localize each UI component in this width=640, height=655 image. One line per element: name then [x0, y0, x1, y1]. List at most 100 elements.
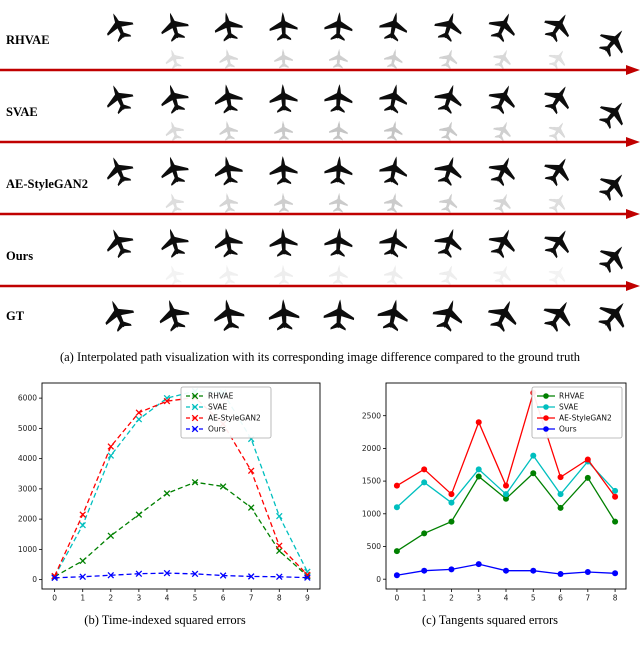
plane-image: [215, 227, 244, 257]
interp-step-cell: [585, 8, 640, 57]
diff-step-cell: [421, 118, 476, 144]
diff-step-cell: [256, 118, 311, 144]
interp-step-cell: [92, 152, 147, 190]
plane-image: [269, 227, 298, 257]
panel-a-interpolation-grid: RHVAE SVAE AE-StyleGAN2 Ours GT: [0, 8, 640, 335]
interp-step-cell: [585, 224, 640, 273]
interp-step-cell: [421, 8, 476, 46]
chart-c-canvas: 0 1 2 3 4 5 6 7 8 0 500 1000 1500 2000 2500 RHVAE SVAE AE…: [348, 377, 632, 607]
diff-step-cell: [421, 46, 476, 72]
diff-step-cell: [311, 190, 366, 216]
interp-step-cell: [476, 297, 531, 335]
row-cells: [92, 80, 640, 144]
interp-step-cell: [202, 152, 257, 190]
svg-text:8: 8: [277, 594, 282, 603]
diff-step-cell: [92, 118, 147, 144]
difference-image: [493, 193, 512, 213]
difference-image: [329, 264, 348, 285]
diff-step-cell: [366, 46, 421, 72]
interp-step-cell: [256, 224, 311, 262]
plane-image: [598, 174, 624, 201]
plane-image: [324, 227, 353, 257]
interp-step-cell: [530, 297, 585, 335]
plane-image: [161, 12, 189, 42]
interp-step-cell: [585, 80, 640, 129]
interpolation-row-ours: Ours: [0, 220, 640, 292]
row-label: SVAE: [6, 104, 38, 119]
svg-text:1: 1: [422, 594, 427, 603]
interp-step-cell: [92, 224, 147, 262]
plane-image: [489, 229, 516, 258]
interp-step-cell: [366, 80, 421, 118]
diff-step-cell: [256, 190, 311, 216]
svg-text:6: 6: [221, 594, 226, 603]
chart-b-canvas: 0 1 2 3 4 5 6 7 8 9 0 1000 2000 3000 4000 5000 6000 RHVAE…: [4, 377, 326, 607]
interp-step-cell: [256, 297, 311, 335]
diff-step-cell: [421, 262, 476, 288]
interp-step-cell: [256, 80, 311, 118]
svg-text:RHVAE: RHVAE: [559, 392, 585, 401]
difference-image: [165, 264, 184, 285]
interp-step-cell: [147, 297, 202, 335]
plane-image: [377, 299, 409, 332]
difference-image: [219, 264, 239, 285]
interp-step-cell: [92, 8, 147, 46]
svg-text:AE-StyleGAN2: AE-StyleGAN2: [208, 414, 261, 423]
plane-image: [598, 30, 624, 57]
difference-image: [329, 192, 348, 213]
difference-image: [383, 264, 403, 285]
difference-image: [548, 265, 566, 285]
difference-image: [438, 120, 457, 141]
difference-image: [383, 48, 403, 69]
diff-step-cell: [366, 262, 421, 288]
plane-image: [105, 300, 135, 332]
svg-text:RHVAE: RHVAE: [208, 392, 234, 401]
plane-image: [215, 155, 244, 185]
diff-step-cell: [530, 190, 585, 216]
interp-step-cell: [147, 80, 202, 118]
interp-step-cell: [366, 152, 421, 190]
difference-image: [274, 48, 294, 68]
difference-image: [493, 265, 512, 285]
svg-text:6: 6: [558, 594, 563, 603]
interp-step-cell: [476, 152, 531, 190]
difference-image: [383, 120, 403, 141]
svg-text:4000: 4000: [18, 454, 37, 463]
svg-text:0: 0: [52, 594, 57, 603]
difference-image: [493, 121, 512, 141]
diff-step-cell: [476, 46, 531, 72]
svg-text:0: 0: [395, 594, 400, 603]
svg-text:5: 5: [193, 594, 198, 603]
svg-text:2000: 2000: [362, 444, 381, 453]
diff-step-cell: [476, 118, 531, 144]
svg-text:7: 7: [585, 594, 590, 603]
plane-image: [106, 12, 134, 42]
diff-step-cell: [147, 190, 202, 216]
diff-step-cell: [256, 46, 311, 72]
interp-step-cell: [202, 8, 257, 46]
difference-image: [219, 48, 239, 69]
interp-step-cell: [311, 152, 366, 190]
interp-step-cell: [147, 152, 202, 190]
svg-text:0: 0: [376, 575, 381, 584]
plane-image: [433, 12, 462, 42]
chart-c: 0 1 2 3 4 5 6 7 8 0 500 1000 1500 2000 2500 RHVAE SVAE AE…: [362, 382, 627, 603]
plane-image: [269, 155, 298, 185]
difference-image: [438, 264, 457, 285]
interpolation-row-ae-stylegan2: AE-StyleGAN2: [0, 148, 640, 220]
row-cells: [92, 224, 640, 288]
chart-c-block: 0 1 2 3 4 5 6 7 8 0 500 1000 1500 2000 2500 RHVAE SVAE AE…: [348, 377, 632, 628]
diff-step-cell: [147, 46, 202, 72]
difference-image: [438, 192, 457, 213]
interp-step-cell: [202, 297, 257, 335]
plane-image: [269, 83, 298, 113]
row-label: Ours: [6, 248, 34, 263]
diff-step-cell: [202, 46, 257, 72]
interp-step-cell: [476, 8, 531, 46]
plane-image: [323, 299, 354, 331]
diff-step-cell: [366, 190, 421, 216]
diff-step-cell: [92, 262, 147, 288]
interp-step-cell: [366, 297, 421, 335]
interp-step-cell: [476, 80, 531, 118]
diff-step-cell: [476, 262, 531, 288]
